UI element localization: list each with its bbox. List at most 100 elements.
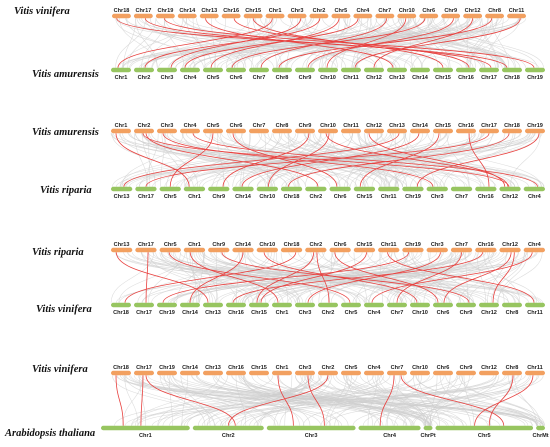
background-link [186, 18, 212, 68]
panel-1-top-bar-chr19 [155, 13, 175, 19]
panel-3-top-label-chr5: Chr5 [164, 242, 177, 248]
background-link [223, 252, 357, 303]
background-link [286, 18, 299, 68]
panel-3-bottom-label-chr18: Chr18 [113, 310, 129, 316]
background-link [510, 133, 541, 187]
panel-1-bottom-bar-chr19 [525, 67, 545, 73]
background-link [394, 375, 458, 426]
panel-3-top-bar-chr17 [135, 247, 157, 253]
highlight-link [227, 375, 329, 426]
background-link [115, 252, 370, 303]
background-link [259, 252, 495, 303]
highlight-link [307, 252, 441, 303]
panel-3-bottom-bar-chr19 [157, 302, 177, 308]
highlight-link [241, 133, 420, 187]
panel-2-bottom-label-chr4: Chr4 [528, 194, 542, 200]
panel-1-top-bar-chr7 [375, 13, 395, 19]
panel-2-top-species: Vitis amurensis [32, 127, 99, 138]
highlight-link [288, 133, 510, 187]
background-link [146, 18, 184, 68]
background-link [279, 375, 332, 426]
panel-3-top-bar-chr14 [232, 247, 254, 253]
panel-3-bottom-bar-chr12 [479, 302, 499, 308]
panel-3-top-bar-chr12 [499, 247, 521, 253]
background-link [391, 18, 475, 68]
panel-1-bottom-label-chr3: Chr3 [161, 75, 174, 81]
background-link [159, 252, 254, 303]
background-link [115, 18, 204, 68]
background-link [508, 375, 541, 426]
highlight-link [145, 133, 319, 187]
background-link [280, 18, 503, 68]
panel-4-top-species: Vitis vinifera [32, 364, 88, 375]
background-link [413, 252, 431, 303]
background-link [342, 133, 542, 187]
panel-1-bottom-species: Vitis amurensis [32, 69, 99, 80]
background-link [217, 133, 349, 187]
panel-2-top-bar-chr16 [456, 128, 476, 134]
chromosome-labels: Chr18 Chr17 Chr19 Chr14 Chr13 Chr16 Chr15 Chr1 C… [113, 8, 549, 439]
background-link [236, 252, 240, 303]
panel-2-bottom-bar-chr16 [475, 186, 497, 192]
highlight-link [379, 375, 395, 426]
panel-3-bottom-label-chr16: Chr16 [228, 310, 244, 316]
panel-1-bottom-bar-chr15 [433, 67, 453, 73]
background-link [463, 252, 538, 303]
panel-1-top-bar-chr8 [485, 13, 504, 19]
panel-1-bottom-bar-chr11 [341, 67, 361, 73]
panel-1-bottom-label-chr19: Chr19 [527, 75, 543, 81]
panel-1-top-bar-chr14 [177, 13, 197, 19]
panel-3-bottom-label-chr6: Chr6 [437, 310, 450, 316]
background-link [386, 375, 400, 426]
panel-3-top-label-chr3: Chr3 [431, 242, 444, 248]
panel-4-top-bar-chr8 [502, 370, 522, 376]
panel-2-top-bar-chr5 [203, 128, 223, 134]
panel-1-top-label-chr12: Chr12 [465, 8, 481, 14]
panel-2-top-bar-chr7 [249, 128, 269, 134]
background-link [314, 133, 465, 187]
panel-2-top-label-chr12: Chr12 [366, 123, 382, 129]
highlight-link [278, 18, 493, 68]
background-link [211, 133, 543, 187]
panel-1-top-label-chr18: Chr18 [114, 8, 130, 14]
background-link [192, 18, 480, 68]
background-link [424, 375, 500, 426]
background-link [288, 252, 529, 303]
panel-3-bottom-label-chr1: Chr1 [276, 310, 289, 316]
background-link [172, 375, 430, 426]
background-link [397, 18, 505, 68]
background-link [287, 252, 508, 303]
panel-3-bottom-bar-chr16 [226, 302, 246, 308]
background-link [310, 18, 521, 68]
panel-4-top-bar-chr14 [180, 370, 200, 376]
panel-3-top-bar-chr1 [183, 247, 206, 253]
background-link [164, 18, 254, 68]
background-link [285, 133, 533, 187]
panel-1-top-species: Vitis vinifera [14, 6, 70, 17]
highlight-links [115, 17, 540, 426]
panel-1-top-bar-chr15 [243, 13, 263, 19]
panel-4-bottom-bar-chrpt [423, 425, 433, 431]
highlight-link [474, 375, 534, 426]
background-link [412, 252, 515, 303]
panel-4-bottom-bar-chr4 [358, 425, 421, 431]
background-link [193, 252, 246, 303]
background-link [121, 133, 485, 187]
background-link [303, 375, 433, 426]
panel-2-bottom-label-chr6: Chr6 [334, 194, 347, 200]
panel-1-top-bar-chr6 [419, 13, 439, 19]
background-link [115, 18, 146, 68]
highlight-link [260, 18, 388, 68]
panel-1-bottom-label-chr2: Chr2 [138, 75, 151, 81]
panel-3-bottom-bar-chr11 [525, 302, 545, 308]
background-link [463, 375, 475, 426]
panel-1-top-label-chr10: Chr10 [399, 8, 415, 14]
panel-3-top-bar-chr13 [111, 247, 133, 253]
background-link [192, 252, 345, 303]
panel-2-top-label-chr9: Chr9 [299, 123, 312, 129]
highlight-link [316, 252, 330, 303]
panel-3-top-label-chr2: Chr2 [310, 242, 323, 248]
panel-2-top-label-chr13: Chr13 [389, 123, 405, 129]
background-link [432, 18, 538, 68]
panel-3-top-label-chr12: Chr12 [502, 242, 518, 248]
